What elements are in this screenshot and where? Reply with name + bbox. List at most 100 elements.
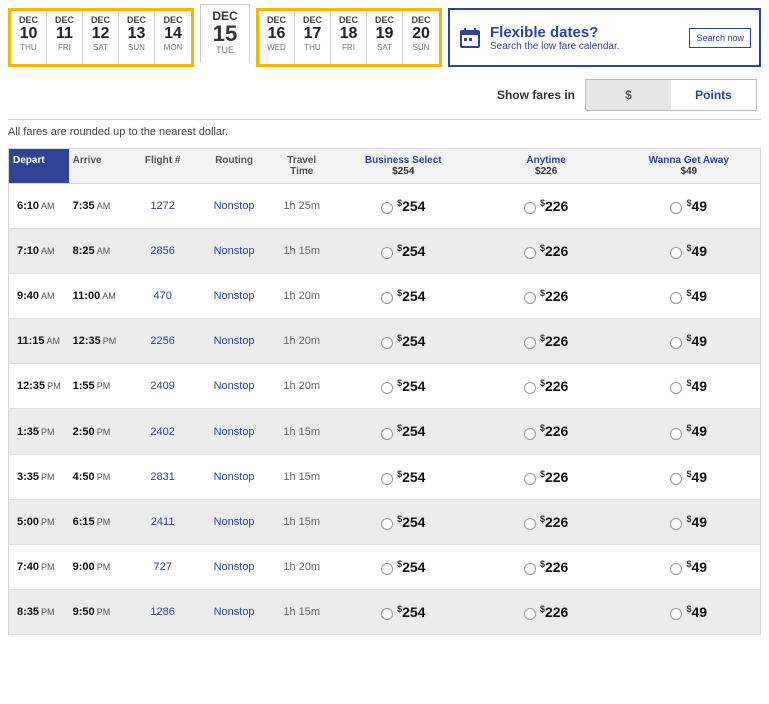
date-day: 15 [201,23,249,45]
fare-radio[interactable] [670,563,682,575]
date-dow: THU [11,43,46,52]
flight-row: 3:35PM4:50PM2831Nonstop1h 15m$254$226$49 [9,454,761,499]
fare-radio[interactable] [524,337,536,349]
fare-radio[interactable] [670,337,682,349]
flight-number[interactable]: 2856 [129,229,197,274]
fare-radio[interactable] [524,247,536,259]
fare-radio[interactable] [524,292,536,304]
fare-radio[interactable] [381,428,393,440]
date-option[interactable]: DEC20SUN [403,11,439,64]
col-flight[interactable]: Flight # [129,149,197,184]
travel-time: 1h 20m [272,364,332,409]
fare-radio[interactable] [670,473,682,485]
fare-radio[interactable] [670,382,682,394]
routing[interactable]: Nonstop [196,454,271,499]
routing[interactable]: Nonstop [196,589,271,634]
flight-number[interactable]: 2411 [129,499,197,544]
flight-number[interactable]: 1286 [129,589,197,634]
flight-number[interactable]: 2409 [129,364,197,409]
table-header-row: Depart Arrive Flight # Routing Travel Ti… [9,149,761,184]
fare-radio[interactable] [381,518,393,530]
fare-radio[interactable] [524,608,536,620]
date-option[interactable]: DEC17THU [295,11,331,64]
col-travel-time[interactable]: Travel Time [272,149,332,184]
fare-radio[interactable] [381,292,393,304]
price-business-select: $254 [332,364,475,409]
date-option[interactable]: DEC12SAT [83,11,119,64]
fare-radio[interactable] [670,518,682,530]
fare-radio[interactable] [524,473,536,485]
col-routing[interactable]: Routing [196,149,271,184]
fare-radio[interactable] [381,563,393,575]
flight-number[interactable]: 2402 [129,409,197,454]
date-option[interactable]: DEC14MON [155,11,191,64]
flight-number[interactable]: 727 [129,544,197,589]
fare-radio[interactable] [670,428,682,440]
flight-number[interactable]: 470 [129,274,197,319]
price-anytime: $226 [475,364,618,409]
col-business-select[interactable]: Business Select$254 [332,149,475,184]
date-selected[interactable]: DEC 15 TUE [200,4,250,63]
routing[interactable]: Nonstop [196,409,271,454]
col-arrive[interactable]: Arrive [69,149,129,184]
fare-radio[interactable] [381,337,393,349]
routing[interactable]: Nonstop [196,229,271,274]
price-anytime: $226 [475,184,618,229]
toggle-points[interactable]: Points [671,80,756,110]
fare-radio[interactable] [524,518,536,530]
routing[interactable]: Nonstop [196,499,271,544]
date-option[interactable]: DEC19SAT [367,11,403,64]
fare-radio[interactable] [670,202,682,214]
routing[interactable]: Nonstop [196,274,271,319]
price-wanna-get-away: $49 [618,544,761,589]
calendar-icon [458,26,482,50]
flight-row: 9:40AM11:00AM470Nonstop1h 20m$254$226$49 [9,274,761,319]
date-dow: FRI [331,43,366,52]
date-day: 13 [119,25,154,43]
fare-radio[interactable] [670,608,682,620]
price-business-select: $254 [332,544,475,589]
fare-radio[interactable] [670,247,682,259]
fare-radio[interactable] [670,292,682,304]
fare-radio[interactable] [524,563,536,575]
price-anytime: $226 [475,454,618,499]
date-day: 12 [83,25,118,43]
flex-title: Flexible dates? [490,24,681,41]
flight-number[interactable]: 1272 [129,184,197,229]
fare-radio[interactable] [524,382,536,394]
fare-radio[interactable] [381,382,393,394]
fare-radio[interactable] [381,202,393,214]
flight-number[interactable]: 2256 [129,319,197,364]
routing[interactable]: Nonstop [196,364,271,409]
col-wanna-get-away[interactable]: Wanna Get Away$49 [618,149,761,184]
date-option[interactable]: DEC10THU [11,11,47,64]
price-wanna-get-away: $49 [618,589,761,634]
date-option[interactable]: DEC18FRI [331,11,367,64]
price-business-select: $254 [332,409,475,454]
date-option[interactable]: DEC16WED [259,11,295,64]
arrive-time: 2:50PM [69,409,129,454]
fare-toggle: $ Points [585,79,757,111]
fare-radio[interactable] [524,428,536,440]
dates-after: DEC16WEDDEC17THUDEC18FRIDEC19SATDEC20SUN [256,8,442,67]
date-dow: SUN [119,43,154,52]
flight-number[interactable]: 2831 [129,454,197,499]
fare-radio[interactable] [381,247,393,259]
routing[interactable]: Nonstop [196,184,271,229]
routing[interactable]: Nonstop [196,319,271,364]
price-wanna-get-away: $49 [618,409,761,454]
price-wanna-get-away: $49 [618,454,761,499]
fare-radio[interactable] [381,473,393,485]
col-anytime[interactable]: Anytime$226 [475,149,618,184]
search-now-button[interactable]: Search now [689,28,751,48]
date-option[interactable]: DEC13SUN [119,11,155,64]
price-anytime: $226 [475,409,618,454]
depart-time: 5:00PM [9,499,69,544]
flex-sub: Search the low fare calendar. [490,41,681,52]
date-option[interactable]: DEC11FRI [47,11,83,64]
toggle-dollars[interactable]: $ [586,80,671,110]
fare-radio[interactable] [381,608,393,620]
fare-radio[interactable] [524,202,536,214]
routing[interactable]: Nonstop [196,544,271,589]
col-depart[interactable]: Depart [9,149,69,184]
